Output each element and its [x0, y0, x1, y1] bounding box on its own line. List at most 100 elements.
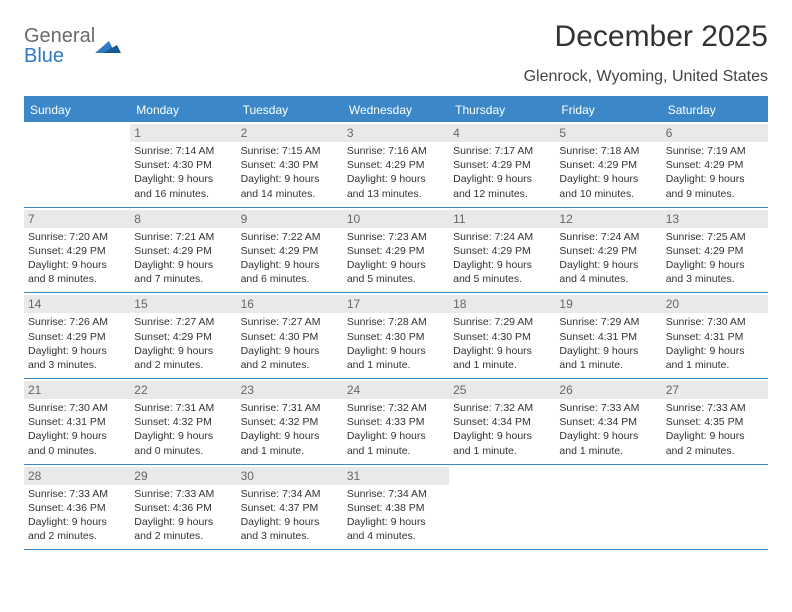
sunset-text: Sunset: 4:30 PM [134, 158, 232, 172]
day1-text: Daylight: 9 hours [666, 258, 764, 272]
sunset-text: Sunset: 4:29 PM [134, 244, 232, 258]
day-cell: 13Sunrise: 7:25 AMSunset: 4:29 PMDayligh… [662, 208, 768, 293]
day1-text: Daylight: 9 hours [241, 258, 339, 272]
sunset-text: Sunset: 4:29 PM [347, 244, 445, 258]
day-number: 15 [130, 295, 236, 313]
calendar: Sunday Monday Tuesday Wednesday Thursday… [24, 96, 768, 550]
day-number: 25 [449, 381, 555, 399]
day2-text: and 1 minute. [559, 444, 657, 458]
sunrise-text: Sunrise: 7:28 AM [347, 315, 445, 329]
sunset-text: Sunset: 4:29 PM [666, 244, 764, 258]
day1-text: Daylight: 9 hours [666, 429, 764, 443]
sunrise-text: Sunrise: 7:34 AM [347, 487, 445, 501]
brand-line1: General [24, 25, 95, 47]
sunset-text: Sunset: 4:31 PM [28, 415, 126, 429]
day1-text: Daylight: 9 hours [28, 258, 126, 272]
dayhead-row: Sunday Monday Tuesday Wednesday Thursday… [24, 98, 768, 122]
day-cell: 2Sunrise: 7:15 AMSunset: 4:30 PMDaylight… [237, 122, 343, 207]
dayhead-monday: Monday [130, 98, 236, 122]
day-number: 7 [24, 210, 130, 228]
day1-text: Daylight: 9 hours [347, 172, 445, 186]
day-cell: 31 Sunrise: 7:34 AMSunset: 4:38 PMDayligh… [343, 465, 449, 550]
sunrise-text: Sunrise: 7:25 AM [666, 230, 764, 244]
sunset-text: Sunset: 4:29 PM [559, 158, 657, 172]
sunrise-text: Sunrise: 7:27 AM [241, 315, 339, 329]
day2-text: and 14 minutes. [241, 187, 339, 201]
day2-text: and 1 minute. [347, 358, 445, 372]
day-number: 27 [662, 381, 768, 399]
day2-text: and 2 minutes. [134, 529, 232, 543]
sunrise-text: Sunrise: 7:33 AM [666, 401, 764, 415]
dayhead-thursday: Thursday [449, 98, 555, 122]
day-number: 22 [130, 381, 236, 399]
day1-text: Daylight: 9 hours [241, 515, 339, 529]
day-cell: 1Sunrise: 7:14 AMSunset: 4:30 PMDaylight… [130, 122, 236, 207]
day2-text: and 1 minute. [559, 358, 657, 372]
day-cell: 4Sunrise: 7:17 AMSunset: 4:29 PMDaylight… [449, 122, 555, 207]
week-row: 1Sunrise: 7:14 AMSunset: 4:30 PMDaylight… [24, 122, 768, 208]
sunrise-text: Sunrise: 7:33 AM [134, 487, 232, 501]
sunset-text: Sunset: 4:29 PM [28, 330, 126, 344]
day-cell: 17Sunrise: 7:28 AMSunset: 4:30 PMDayligh… [343, 293, 449, 378]
day2-text: and 2 minutes. [666, 444, 764, 458]
day1-text: Daylight: 9 hours [241, 172, 339, 186]
day-cell: 12Sunrise: 7:24 AMSunset: 4:29 PMDayligh… [555, 208, 661, 293]
weeks-container: 1Sunrise: 7:14 AMSunset: 4:30 PMDaylight… [24, 122, 768, 550]
sunset-text: Sunset: 4:34 PM [559, 415, 657, 429]
day-cell: 23Sunrise: 7:31 AMSunset: 4:32 PMDayligh… [237, 379, 343, 464]
day2-text: and 5 minutes. [347, 272, 445, 286]
sunrise-text: Sunrise: 7:26 AM [28, 315, 126, 329]
day-number: 3 [343, 124, 449, 142]
day-cell: 3Sunrise: 7:16 AMSunset: 4:29 PMDaylight… [343, 122, 449, 207]
sunset-text: Sunset: 4:34 PM [453, 415, 551, 429]
day1-text: Daylight: 9 hours [28, 429, 126, 443]
day-cell: 27Sunrise: 7:33 AMSunset: 4:35 PMDayligh… [662, 379, 768, 464]
day2-text: and 5 minutes. [453, 272, 551, 286]
day-number: 31 [343, 467, 449, 485]
day1-text: Daylight: 9 hours [347, 515, 445, 529]
day2-text: and 8 minutes. [28, 272, 126, 286]
dayhead-friday: Friday [555, 98, 661, 122]
day-number: 21 [24, 381, 130, 399]
day2-text: and 13 minutes. [347, 187, 445, 201]
sunset-text: Sunset: 4:32 PM [134, 415, 232, 429]
day2-text: and 6 minutes. [241, 272, 339, 286]
sunset-text: Sunset: 4:29 PM [241, 244, 339, 258]
week-row: 28Sunrise: 7:33 AMSunset: 4:36 PMDayligh… [24, 465, 768, 551]
day-cell: 25Sunrise: 7:32 AMSunset: 4:34 PMDayligh… [449, 379, 555, 464]
day-number: 20 [662, 295, 768, 313]
day-number: 12 [555, 210, 661, 228]
day-number: 23 [237, 381, 343, 399]
day1-text: Daylight: 9 hours [134, 344, 232, 358]
sunset-text: Sunset: 4:29 PM [453, 158, 551, 172]
sunrise-text: Sunrise: 7:27 AM [134, 315, 232, 329]
day-number: 6 [662, 124, 768, 142]
day-cell: 21 Sunrise: 7:30 AMSunset: 4:31 PMDayligh… [24, 379, 130, 464]
day1-text: Daylight: 9 hours [347, 258, 445, 272]
week-row: 14Sunrise: 7:26 AMSunset: 4:29 PMDayligh… [24, 293, 768, 379]
day1-text: Daylight: 9 hours [559, 172, 657, 186]
day2-text: and 1 minute. [241, 444, 339, 458]
day1-text: Daylight: 9 hours [241, 344, 339, 358]
day2-text: and 10 minutes. [559, 187, 657, 201]
day-number: 18 [449, 295, 555, 313]
location-label: Glenrock, Wyoming, United States [24, 68, 768, 86]
day2-text: and 0 minutes. [28, 444, 126, 458]
sunset-text: Sunset: 4:38 PM [347, 501, 445, 515]
day-cell: 20Sunrise: 7:30 AMSunset: 4:31 PMDayligh… [662, 293, 768, 378]
day-number: 5 [555, 124, 661, 142]
day-cell: 16Sunrise: 7:27 AMSunset: 4:30 PMDayligh… [237, 293, 343, 378]
day-cell [24, 122, 130, 207]
day-cell: 8Sunrise: 7:21 AMSunset: 4:29 PMDaylight… [130, 208, 236, 293]
day1-text: Daylight: 9 hours [347, 344, 445, 358]
sunrise-text: Sunrise: 7:21 AM [134, 230, 232, 244]
sunset-text: Sunset: 4:32 PM [241, 415, 339, 429]
sunset-text: Sunset: 4:29 PM [134, 330, 232, 344]
sunrise-text: Sunrise: 7:33 AM [28, 487, 126, 501]
sunrise-text: Sunrise: 7:30 AM [28, 401, 126, 415]
day-number: 9 [237, 210, 343, 228]
day2-text: and 1 minute. [347, 444, 445, 458]
day-cell [555, 465, 661, 550]
day-number: 16 [237, 295, 343, 313]
day-cell: 15 Sunrise: 7:27 AMSunset: 4:29 PMDayligh… [130, 293, 236, 378]
